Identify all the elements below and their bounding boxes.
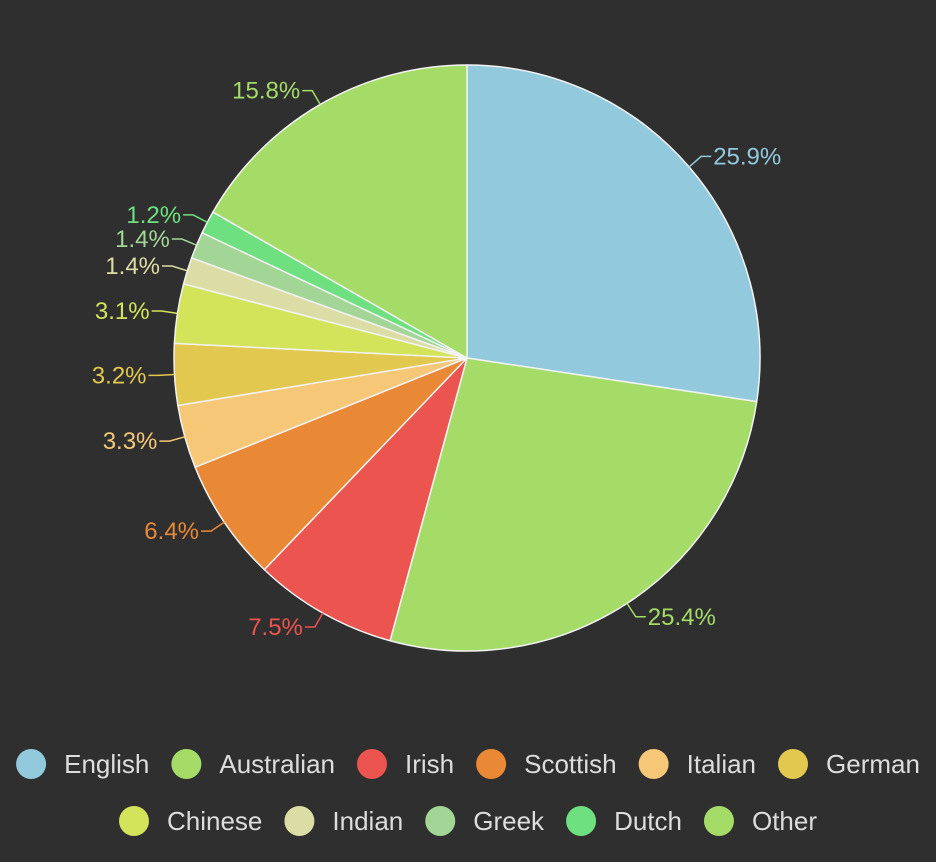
leader-line-indian-7 (162, 265, 188, 272)
leader-line-chinese-6 (151, 310, 178, 315)
pie-slice-scottish-3[interactable] (194, 357, 468, 571)
pie-slice-irish-2[interactable] (263, 357, 468, 642)
slice-label-other-10: 15.8% (232, 78, 300, 105)
legend-swatch-irish (357, 749, 388, 779)
legend-swatch-english (16, 749, 47, 779)
legend-item-italian[interactable]: Italian (638, 749, 756, 779)
legend-item-dutch[interactable]: Dutch (566, 806, 682, 836)
leader-line-irish-2 (304, 612, 324, 628)
legend-label-scottish: Scottish (524, 749, 617, 779)
legend-item-irish[interactable]: Irish (357, 749, 454, 779)
slice-label-english-0: 25.9% (713, 143, 781, 170)
legend-swatch-greek (425, 806, 456, 836)
legend-swatch-italian (638, 749, 669, 779)
pie-slice-other-10[interactable] (212, 64, 468, 359)
legend-label-chinese: Chinese (167, 806, 262, 836)
legend-item-australian[interactable]: Australian (171, 749, 335, 779)
pie-slices (173, 64, 761, 652)
legend-row-2: Chinese Indian Greek Dutch Other (119, 806, 817, 836)
slice-label-german-5: 3.2% (92, 362, 147, 389)
legend-item-german[interactable]: German (778, 749, 920, 779)
legend-swatch-other (703, 806, 734, 836)
legend-label-italian: Italian (687, 749, 756, 779)
legend-swatch-german (778, 749, 809, 779)
legend-swatch-australian (171, 749, 202, 779)
pie-slice-english-0[interactable] (466, 64, 761, 403)
slice-label-italian-4: 3.3% (103, 428, 158, 455)
leader-line-german-5 (148, 373, 175, 377)
legend: English Australian Irish Scottish Italian Ger… (16, 749, 920, 836)
slice-labels: 25.9%25.4%7.5%6.4%3.3%3.2%3.1%1.4%1.4%1.… (92, 78, 781, 641)
slice-label-scottish-3: 6.4% (144, 518, 199, 545)
slice-label-indian-7: 1.4% (105, 253, 160, 280)
leader-line-australian-1 (626, 602, 646, 618)
slice-label-chinese-6: 3.1% (95, 298, 150, 325)
legend-row-1: English Australian Irish Scottish Italian Ger… (16, 749, 920, 779)
legend-swatch-dutch (566, 806, 597, 836)
leader-line-italian-4 (159, 436, 186, 442)
legend-swatch-scottish (476, 749, 507, 779)
leader-line-dutch-9 (183, 214, 208, 223)
slice-label-irish-2: 7.5% (248, 614, 303, 641)
slice-label-australian-1: 25.4% (648, 604, 716, 631)
pie-slice-australian-1[interactable] (389, 357, 758, 652)
legend-item-indian[interactable]: Indian (284, 806, 403, 836)
leader-line-other-10 (302, 89, 321, 105)
legend-swatch-chinese (119, 806, 149, 836)
legend-label-irish: Irish (405, 749, 454, 779)
slice-label-greek-8: 1.4% (115, 226, 170, 253)
legend-label-australian: Australian (219, 749, 335, 779)
legend-label-other: Other (752, 806, 817, 836)
slice-label-dutch-9: 1.2% (126, 202, 181, 229)
label-leaders (148, 89, 712, 628)
legend-label-greek: Greek (473, 806, 545, 836)
leader-line-greek-8 (171, 238, 197, 246)
leader-line-scottish-3 (201, 521, 225, 532)
legend-item-greek[interactable]: Greek (425, 806, 545, 836)
legend-label-german: German (826, 749, 920, 779)
leader-line-english-0 (688, 155, 712, 168)
legend-item-english[interactable]: English (16, 749, 149, 779)
legend-item-scottish[interactable]: Scottish (476, 749, 617, 779)
legend-label-english: English (64, 749, 149, 779)
legend-label-dutch: Dutch (614, 806, 682, 836)
legend-label-indian: Indian (332, 806, 403, 836)
legend-swatch-indian (284, 806, 315, 836)
legend-item-chinese[interactable]: Chinese (119, 806, 262, 836)
legend-item-other[interactable]: Other (703, 806, 817, 836)
